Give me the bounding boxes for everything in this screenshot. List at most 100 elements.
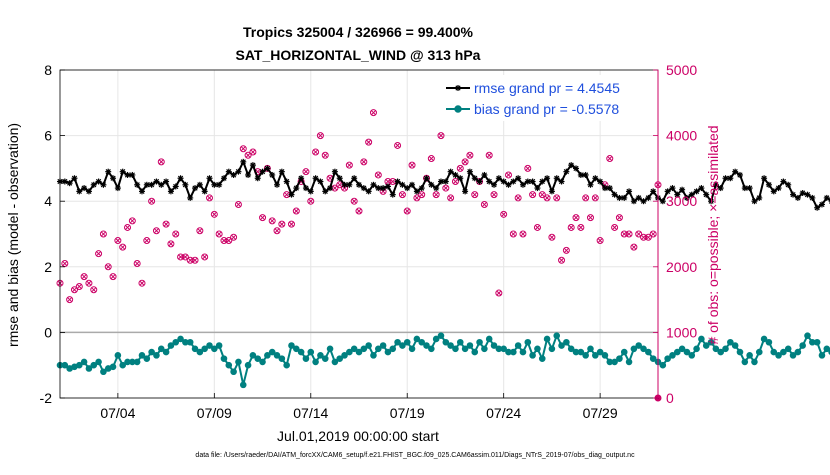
obs-possible-circle — [572, 214, 580, 222]
y-tick-label-right: 0 — [666, 390, 674, 406]
obs-possible-circle — [66, 296, 74, 304]
obs-assimilated-x — [279, 221, 285, 227]
obs-possible-circle — [495, 289, 503, 297]
obs-possible-circle — [307, 197, 315, 205]
rmse-point — [245, 171, 252, 178]
rmse-point — [327, 185, 334, 192]
obs-assimilated-x — [81, 274, 87, 280]
rmse-marker-stroke — [631, 198, 637, 204]
bias-point — [784, 345, 792, 353]
bias-point — [143, 355, 151, 362]
obs-count-point — [418, 191, 426, 199]
rmse-marker-stroke — [187, 195, 193, 201]
bias-point — [350, 345, 358, 353]
rmse-marker-stroke — [293, 185, 299, 191]
rmse-marker-stroke — [298, 175, 304, 181]
rmse-point — [129, 171, 136, 178]
rmse-point — [81, 185, 88, 192]
obs-possible-circle — [244, 151, 252, 159]
bias-point — [80, 358, 88, 366]
bias-point — [722, 345, 729, 353]
rmse-point — [259, 168, 266, 175]
rmse-marker-stroke — [693, 188, 700, 194]
obs-assimilated-x — [558, 257, 565, 263]
rmse-point — [138, 188, 145, 195]
bias-point — [466, 342, 474, 349]
obs-possible-circle — [350, 197, 358, 205]
rmse-marker-stroke — [124, 172, 131, 178]
obs-possible-circle — [374, 171, 382, 179]
obs-assimilated-x — [96, 251, 102, 257]
obs-assimilated-x — [472, 192, 478, 198]
obs-possible-circle — [543, 194, 551, 202]
axis-layer: 07/04 07/09 07/14 07/19 07/24 07/29 -2 0 2 4 6 8 0 10… — [40, 62, 698, 421]
rmse-marker-stroke — [235, 169, 242, 175]
obs-count-point — [577, 223, 585, 231]
x-tick-label: 07/09 — [197, 405, 232, 421]
obs-possible-circle — [109, 273, 117, 281]
obs-possible-circle — [640, 233, 648, 241]
obs-assimilated-x — [568, 224, 574, 230]
bias-point — [201, 345, 208, 353]
obs-assimilated-x — [235, 201, 241, 208]
bias-point — [293, 345, 300, 353]
rmse-point — [462, 188, 469, 195]
bias-point — [215, 342, 223, 349]
bias-point — [717, 348, 724, 356]
obs-count-point — [442, 184, 450, 192]
rmse-point — [664, 188, 671, 195]
rmse-point — [302, 185, 309, 192]
obs-possible-circle — [157, 158, 165, 166]
bias-point — [707, 338, 715, 346]
rmse-marker-stroke — [428, 182, 434, 188]
rmse-marker-stroke — [153, 178, 160, 185]
obs-possible-circle — [644, 233, 652, 241]
rmse-point — [804, 191, 811, 198]
obs-count-point — [278, 220, 286, 228]
bias-point — [321, 355, 329, 362]
bias-point — [731, 342, 739, 349]
bias-point — [157, 345, 165, 353]
obs-count-point — [413, 194, 421, 202]
legend-bias-dot — [454, 105, 462, 113]
rmse-marker-stroke — [385, 183, 391, 190]
rmse-point — [780, 178, 787, 185]
obs-assimilated-x — [539, 192, 545, 198]
obs-count-point — [70, 286, 78, 294]
obs-count-point — [119, 243, 127, 251]
rmse-point — [558, 178, 565, 185]
obs-possible-circle — [538, 191, 546, 199]
obs-count-point — [509, 230, 517, 238]
rmse-marker-stroke — [800, 190, 806, 196]
bias-point — [736, 348, 744, 356]
bias-point — [447, 342, 454, 349]
obs-assimilated-x — [583, 195, 589, 201]
rmse-marker-stroke — [279, 169, 285, 175]
rmse-marker-stroke — [587, 182, 594, 188]
obs-assimilated-x — [71, 287, 78, 293]
rmse-point — [505, 181, 512, 188]
rmse-point — [95, 178, 102, 185]
obs-possible-circle — [505, 171, 512, 179]
bias-point — [423, 342, 430, 349]
rmse-marker-stroke — [269, 172, 275, 178]
rmse-marker-stroke — [356, 182, 362, 188]
rmse-point — [365, 188, 372, 195]
obs-possible-circle — [577, 223, 585, 231]
rmse-point — [216, 181, 223, 188]
rmse-point — [317, 178, 324, 185]
obs-assimilated-x — [510, 231, 516, 237]
obs-count-point — [345, 161, 353, 169]
obs-count-point — [215, 230, 223, 238]
rmse-marker-stroke — [230, 172, 237, 178]
rmse-point — [452, 171, 459, 178]
obs-assimilated-x — [525, 165, 531, 171]
obs-count-point — [649, 230, 657, 238]
y-tick-label-right: 1000 — [666, 324, 697, 340]
obs-count-point — [519, 230, 527, 238]
bias-point — [485, 335, 493, 343]
rmse-point — [471, 175, 478, 182]
rmse-marker-stroke — [240, 159, 246, 165]
obs-assimilated-x — [491, 192, 497, 198]
rmse-marker-stroke — [409, 182, 415, 188]
